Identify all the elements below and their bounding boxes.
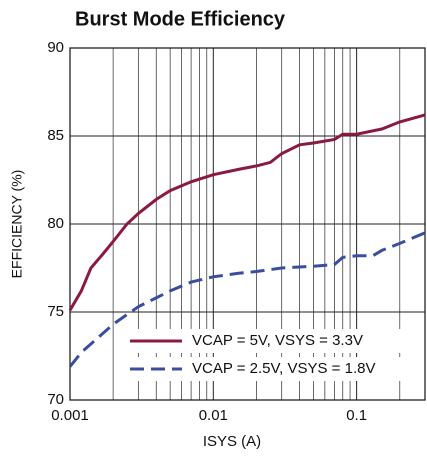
plot-frame [69,47,426,401]
y-tick-label: 80 [47,215,64,232]
x-tick-label: 0.1 [346,407,367,424]
x-axis-label: ISYS (A) [203,433,261,450]
legend-label: VCAP = 2.5V, VSYS = 1.8V [192,360,375,377]
x-tick-label: 0.01 [199,407,228,424]
x-tick-label: 0.001 [51,407,89,424]
y-axis-label: EFFICIENCY (%) [9,170,25,279]
y-tick-label: 70 [47,391,64,408]
series-line [68,113,426,311]
chart-title: Burst Mode Efficiency [75,8,286,30]
y-tick-label: 85 [47,127,64,144]
y-tick-label: 90 [47,39,64,56]
legend-label: VCAP = 5V, VSYS = 3.3V [192,332,363,349]
series-line [68,231,426,368]
y-tick-label: 75 [47,303,64,320]
